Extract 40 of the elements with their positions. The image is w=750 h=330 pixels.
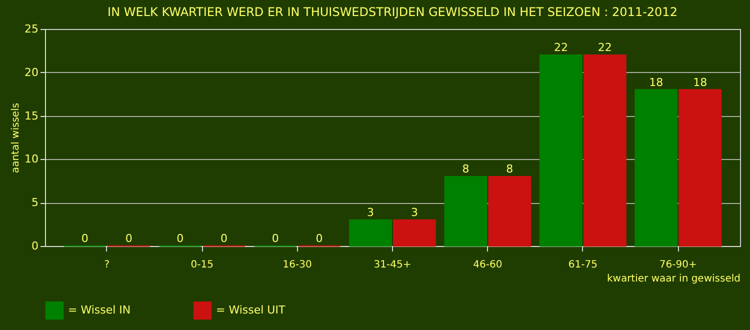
bar — [678, 89, 722, 247]
data-label: 8 — [506, 162, 514, 176]
y-tick-label: 15 — [24, 109, 38, 122]
y-tick-label: 25 — [24, 22, 38, 36]
y-tick-label: 10 — [24, 152, 38, 166]
y-axis-title: aantal wissels — [10, 102, 22, 174]
data-label: 18 — [649, 76, 664, 89]
legend-label: = Wissel IN — [68, 304, 131, 317]
x-tick-label: 61-75 — [568, 260, 598, 270]
bar — [634, 89, 678, 247]
y-tick-label: 5 — [32, 196, 38, 210]
bar — [488, 176, 532, 247]
data-label: 18 — [693, 76, 708, 89]
x-tick-label: 76-90+ — [659, 260, 697, 270]
y-tick-label: 20 — [24, 66, 38, 79]
x-tick-label: ? — [104, 260, 110, 270]
x-tick-label: 46-60 — [473, 260, 502, 270]
data-label: 8 — [462, 162, 470, 176]
x-tick-label: 31-45+ — [374, 260, 412, 270]
data-label: 22 — [554, 41, 568, 54]
data-label: 0 — [272, 232, 279, 245]
data-label: 3 — [410, 206, 418, 219]
chart-title: IN WELK KWARTIER WERD ER IN THUISWEDSTRIJDEN GEWISSELD IN HET SEIZOEN : 2011-2012 — [108, 5, 678, 19]
x-axis-title: kwartier waar in gewisseld — [606, 274, 740, 284]
bar — [393, 219, 436, 247]
legend-label: = Wissel UIT — [216, 304, 286, 317]
data-label: 0 — [81, 232, 88, 245]
data-label: 22 — [598, 41, 612, 54]
data-label: 0 — [220, 232, 228, 245]
bar — [539, 54, 582, 247]
data-label: 3 — [367, 206, 374, 219]
bar — [444, 176, 488, 247]
data-label: 0 — [176, 232, 184, 245]
x-tick-label: 0-15 — [190, 260, 214, 270]
bar — [349, 219, 392, 247]
y-tick-label: 0 — [32, 240, 38, 252]
data-label: 0 — [316, 232, 323, 245]
x-tick-label: 16-30 — [282, 260, 312, 270]
data-label: 0 — [125, 232, 132, 245]
bar — [583, 54, 626, 247]
